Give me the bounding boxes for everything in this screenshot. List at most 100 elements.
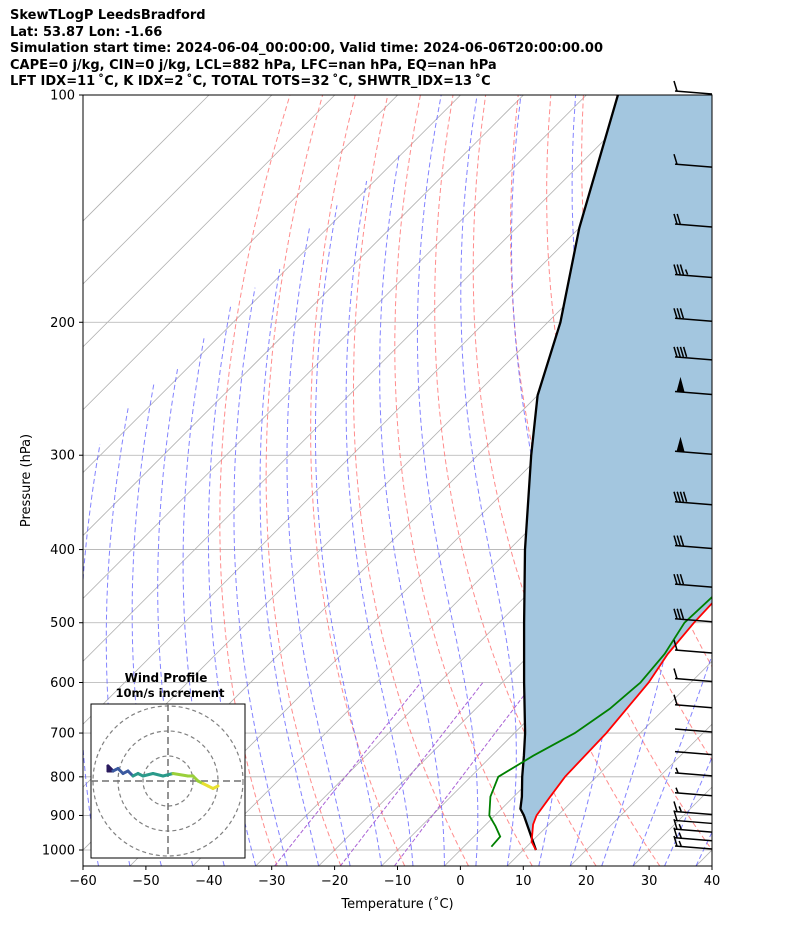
- wind-barb-staff: [674, 583, 713, 588]
- isotherm-line: [83, 95, 524, 537]
- dry-adiabat-line: [714, 95, 794, 866]
- y-tick-label: 700: [50, 727, 75, 742]
- moist-adiabat-line: [510, 95, 563, 866]
- wind-barb-full: [673, 639, 678, 651]
- x-tick-label: −50: [132, 874, 159, 889]
- isotherm-line: [83, 95, 587, 599]
- parcel-line: [519, 95, 620, 851]
- wind-barb-staff: [674, 750, 713, 756]
- wind-barb-full: [673, 264, 678, 275]
- wind-barb: [674, 728, 713, 733]
- y-tick-label: 900: [50, 809, 75, 824]
- wind-barb-full: [676, 213, 681, 225]
- wind-barb-full: [673, 80, 678, 92]
- x-tick-label: −20: [321, 874, 348, 889]
- wind-barb-full: [679, 264, 685, 275]
- x-tick-label: −40: [195, 874, 222, 889]
- isotherm-line: [83, 95, 650, 662]
- moist-adiabat-line: [286, 227, 351, 866]
- inset-subtitle: 10m/s increment: [116, 686, 225, 700]
- wind-barb: [673, 694, 713, 709]
- wind-barb-half: [675, 767, 679, 774]
- moist-adiabat-line: [53, 466, 74, 866]
- wind-barb: [674, 767, 713, 777]
- wind-barb: [673, 213, 713, 228]
- dry-adiabat-line: [265, 95, 342, 866]
- wind-barb-full: [673, 346, 678, 358]
- dry-adiabat-line: [434, 95, 597, 866]
- indices-line-1: CAPE=0 j/kg, CIN=0 j/kg, LCL=882 hPa, LF…: [10, 57, 497, 73]
- wind-barb: [673, 835, 713, 850]
- wind-barb-full: [673, 213, 678, 225]
- moist-adiabat-line: [233, 287, 288, 866]
- temperature-line: [530, 601, 712, 851]
- wind-barb-staff: [674, 845, 713, 850]
- wind-barb-staff: [674, 677, 713, 683]
- wind-barb-full: [673, 694, 678, 705]
- wind-barb: [673, 491, 713, 506]
- moist-adiabat-line: [345, 180, 414, 866]
- chart-header: SkewTLogP LeedsBradford Lat: 53.87 Lon: …: [10, 8, 603, 91]
- wind-barb-full: [673, 801, 678, 812]
- wind-barb-staff: [674, 356, 713, 361]
- location-line: Lat: 53.87 Lon: -1.66: [10, 24, 163, 40]
- wind-barb-staff: [674, 836, 713, 842]
- wind-barb-staff: [674, 728, 713, 733]
- wind-barb-full: [676, 535, 681, 546]
- wind-barb: [673, 308, 713, 323]
- isotherm-line: [507, 660, 712, 866]
- wind-barb: [674, 436, 713, 455]
- wind-barb-full: [673, 573, 678, 585]
- moist-adiabat-line: [460, 95, 517, 866]
- dewpoint-line: [488, 595, 712, 848]
- hodograph-segment: [151, 772, 165, 778]
- y-tick-label: 300: [50, 449, 75, 464]
- wind-barb: [673, 264, 713, 279]
- dry-adiabat-line: [394, 95, 533, 866]
- hodograph-segment: [171, 772, 190, 778]
- y-tick-label: 200: [50, 316, 75, 331]
- hodograph-segment: [211, 784, 220, 790]
- wind-barb-staff: [674, 450, 713, 455]
- isotherm-line: [83, 95, 398, 411]
- mixing-ratio-line: [274, 682, 422, 866]
- x-tick-label: 40: [704, 874, 721, 889]
- wind-barb-full: [679, 491, 685, 502]
- wind-barb-staff: [674, 810, 713, 816]
- wind-barb-staff: [674, 90, 713, 95]
- y-tick-label: 800: [50, 770, 75, 785]
- dry-adiabat-line: [746, 95, 794, 866]
- wind-barb-full: [682, 346, 688, 358]
- inset-title: Wind Profile: [125, 671, 208, 685]
- y-tick-label: 1000: [42, 844, 75, 859]
- axes: −60 −50 −40 −30 −20 −10 0 10 20 30 40 1000 900 800 700…: [19, 89, 720, 913]
- wind-barb-staff: [674, 317, 713, 323]
- wind-barb-full: [676, 346, 681, 358]
- moist-adiabat-line: [315, 205, 382, 866]
- indices-line-2: LFT IDX=11 ˚C, K IDX=2 ˚C, TOTAL TOTS=32…: [10, 74, 491, 89]
- moist-adiabat-line: [259, 268, 320, 866]
- y-tick-label: 400: [50, 543, 75, 558]
- wind-barb-full: [676, 491, 681, 502]
- x-tick-label: −60: [69, 874, 96, 889]
- wind-barb-full: [673, 535, 678, 546]
- wind-barb-staff: [674, 273, 713, 279]
- wind-barb-staff: [674, 617, 713, 623]
- wind-barb: [674, 750, 713, 756]
- wind-barb-staff: [674, 772, 713, 777]
- isotherm-line: [129, 283, 712, 866]
- wind-barb-pennant: [676, 436, 685, 452]
- x-tick-label: −10: [384, 874, 411, 889]
- isotherm-line: [381, 534, 712, 866]
- wind-barb-staff: [674, 501, 713, 506]
- wind-barb-half: [678, 840, 682, 847]
- wind-barb-full: [673, 827, 678, 838]
- wind-barb: [673, 608, 713, 623]
- wind-barb: [673, 801, 713, 816]
- wind-barb-staff: [674, 828, 713, 833]
- isotherm-line: [83, 95, 461, 474]
- wind-barb-full: [673, 818, 678, 830]
- profile-lines: [488, 95, 712, 851]
- wind-barb-staff: [674, 223, 713, 228]
- chart-title: SkewTLogP LeedsBradford: [10, 8, 206, 23]
